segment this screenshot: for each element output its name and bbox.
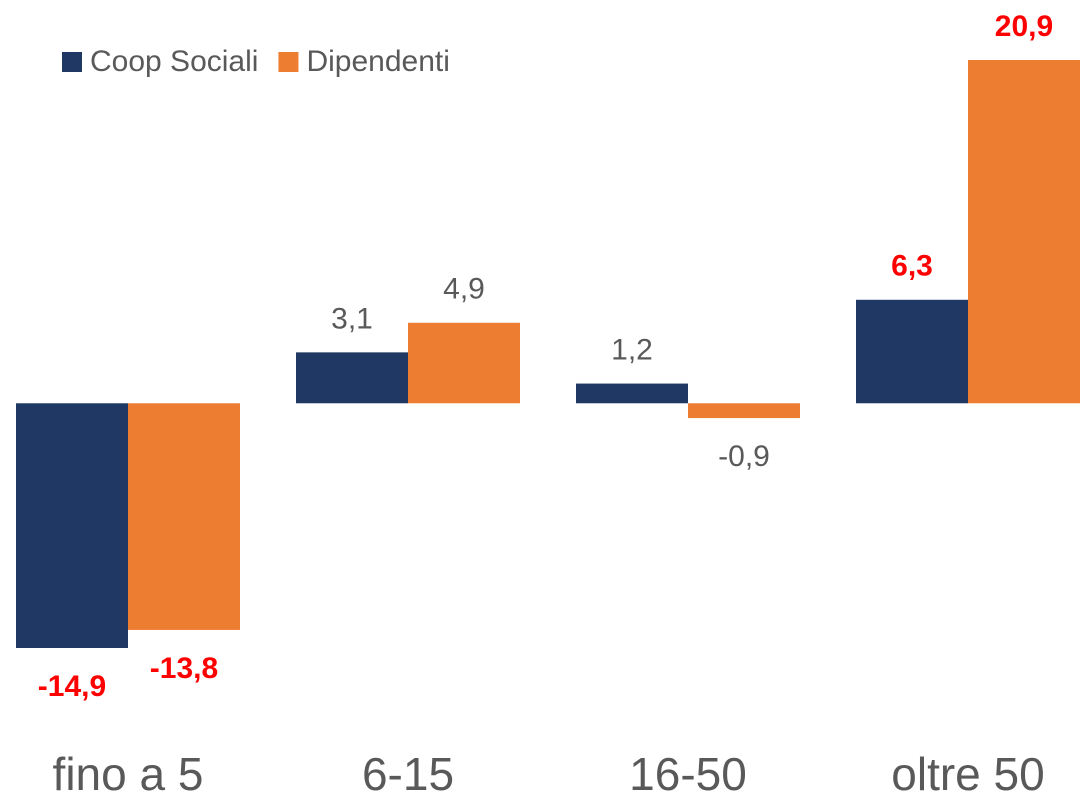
- bar: [688, 403, 800, 419]
- data-label: 6,3: [891, 250, 933, 283]
- legend-label: Dipendenti: [306, 45, 449, 78]
- bar: [296, 352, 408, 404]
- data-label: 1,2: [611, 333, 653, 366]
- x-tick-label: oltre 50: [891, 748, 1044, 800]
- legend-swatch: [278, 52, 299, 72]
- data-label: 3,1: [331, 302, 373, 335]
- bar: [128, 403, 240, 630]
- data-label: 4,9: [443, 273, 485, 306]
- x-tick-label: 6-15: [362, 748, 454, 800]
- data-label: 20,9: [995, 10, 1053, 43]
- bar: [968, 60, 1080, 404]
- x-tick-label: fino a 5: [53, 748, 204, 800]
- legend-label: Coop Sociali: [90, 45, 258, 78]
- bar: [576, 383, 688, 404]
- data-label: -14,9: [38, 670, 106, 703]
- bar: [16, 403, 128, 648]
- bar: [856, 299, 968, 404]
- x-tick-label: 16-50: [629, 748, 747, 800]
- data-label: -0,9: [718, 440, 770, 473]
- bar: [408, 322, 520, 404]
- data-label: -13,8: [150, 652, 218, 685]
- legend-swatch: [62, 52, 82, 72]
